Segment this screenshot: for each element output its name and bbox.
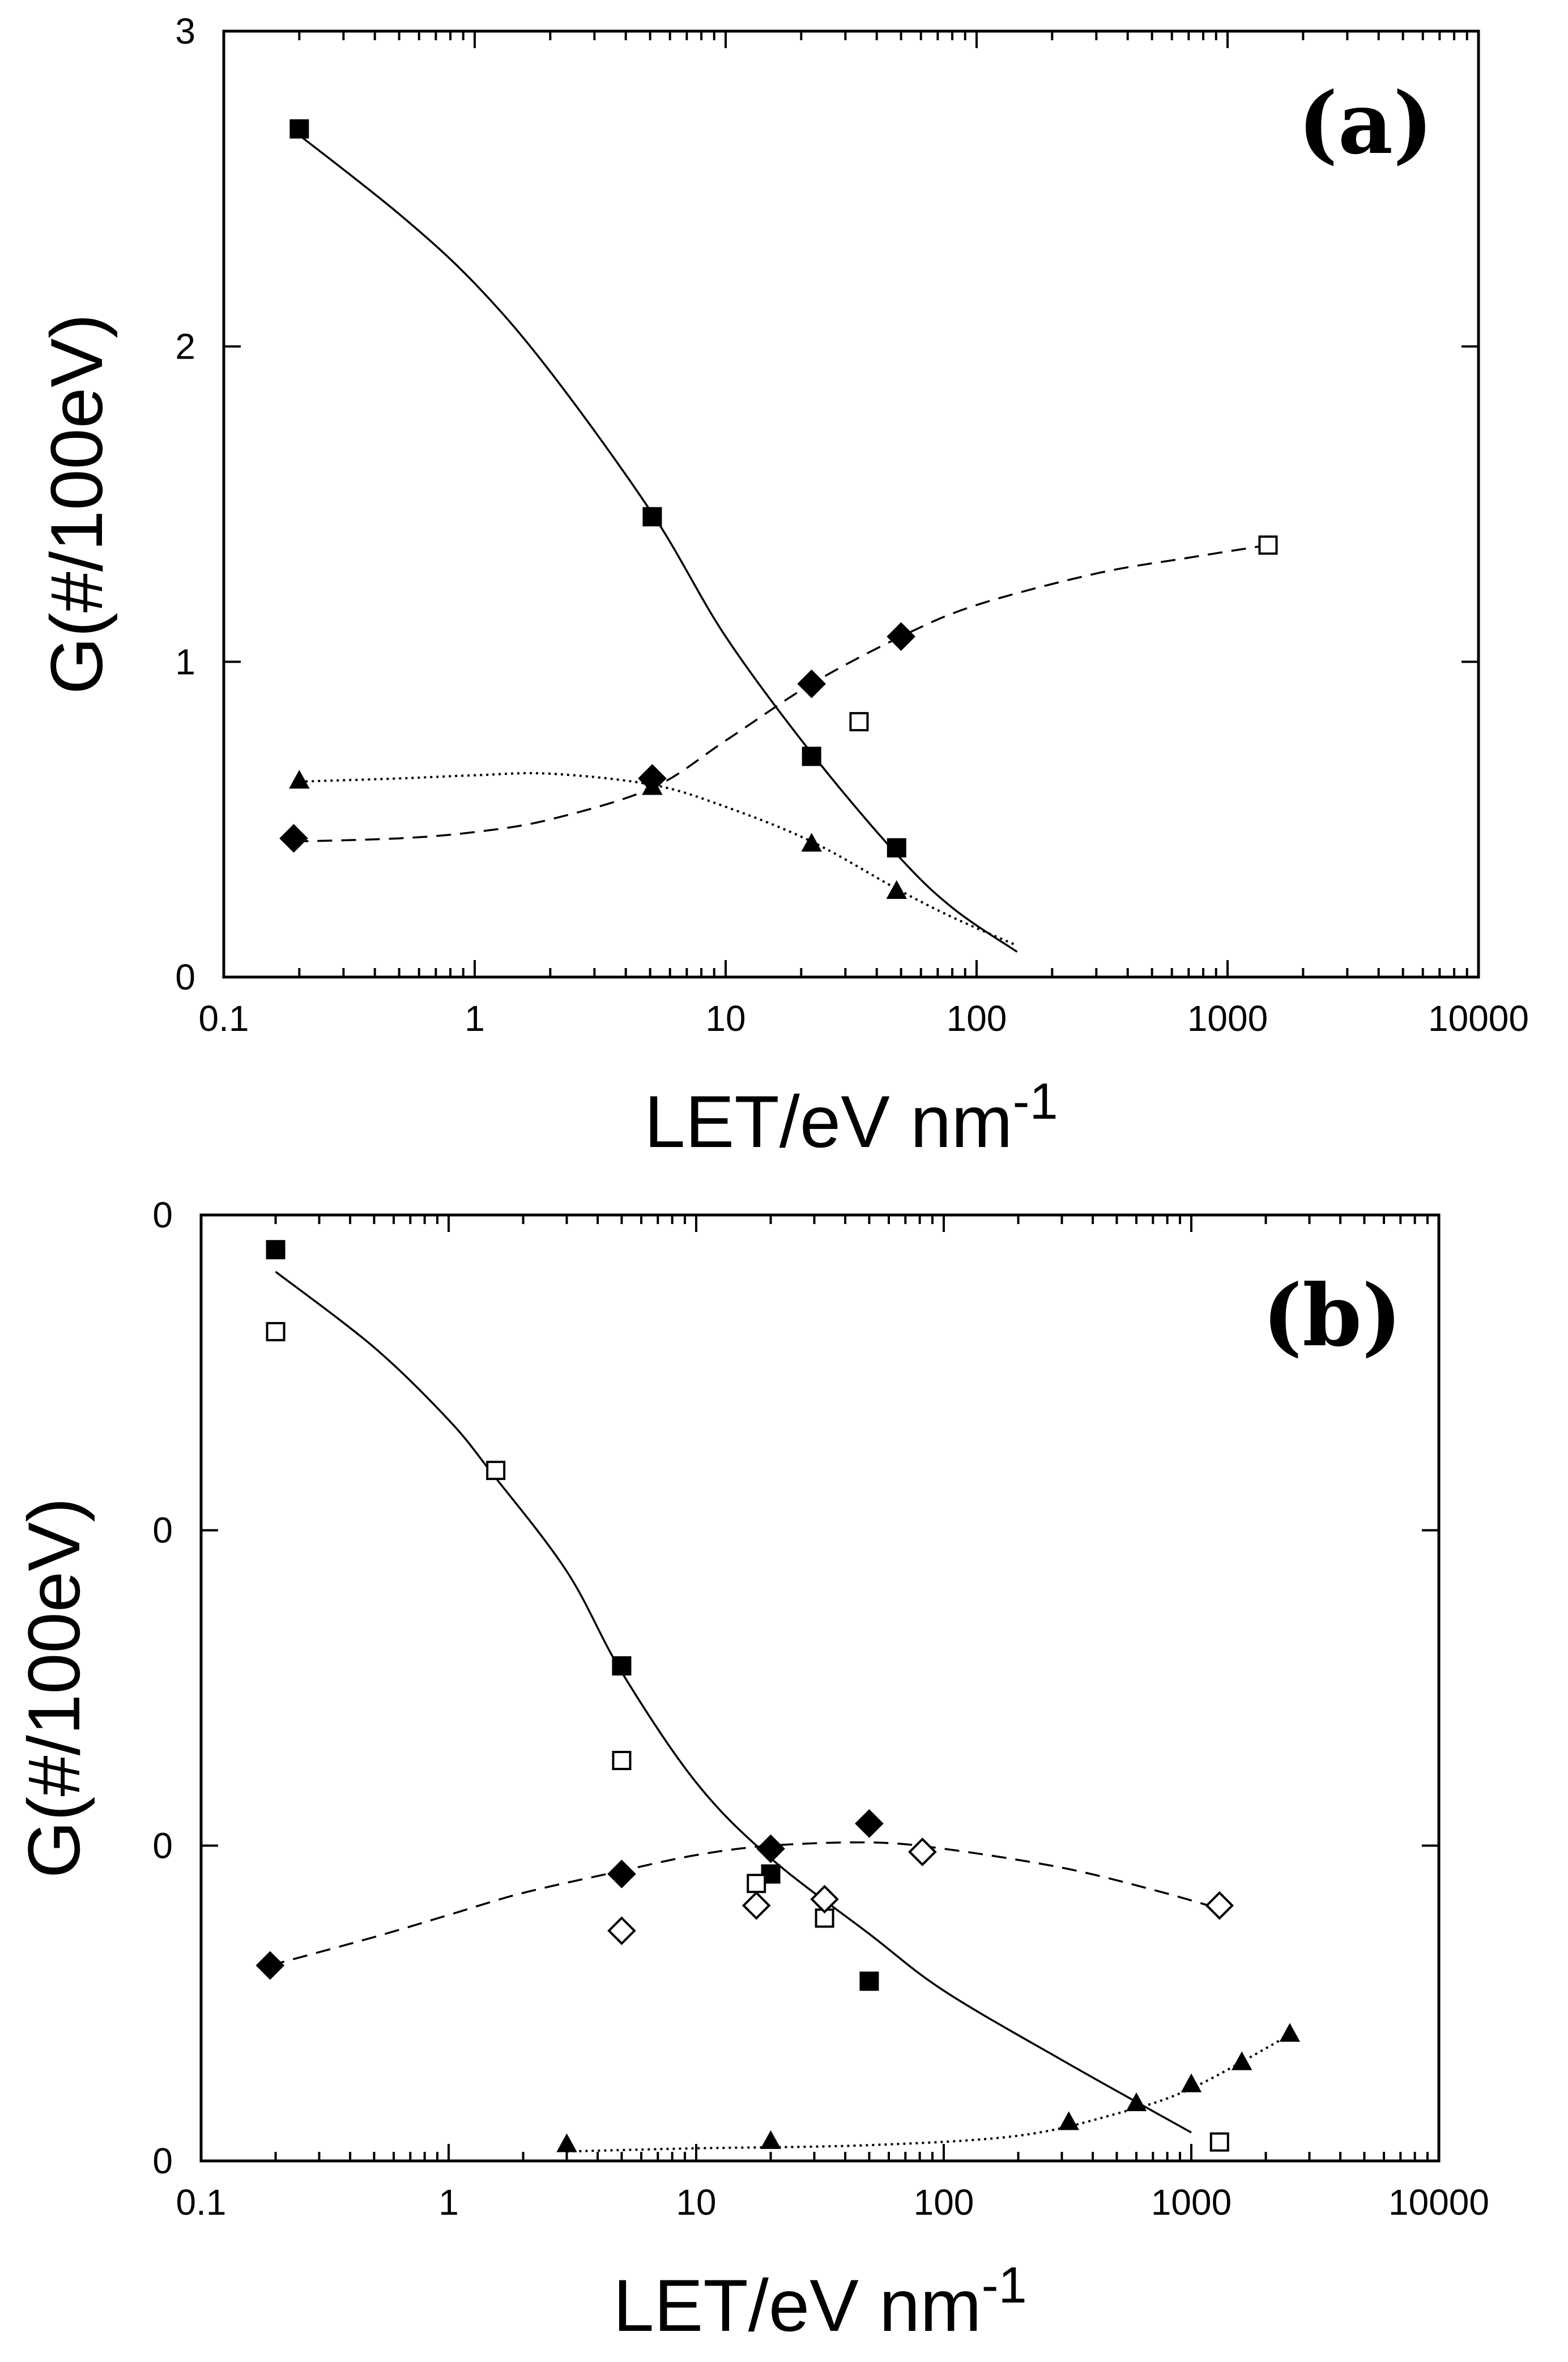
y-tick-labels: 0 1 2 3: [175, 11, 195, 997]
x-tick-label: 10000: [1388, 2182, 1489, 2223]
y-tick-label: 0: [152, 1510, 173, 1551]
data-point-filled-triangle: [886, 880, 907, 899]
data-point-open-square: [747, 1874, 766, 1894]
data-point-open-square: [1209, 2132, 1229, 2152]
data-point-open-diamond: [908, 1837, 937, 1866]
x-tick-label: 1: [438, 2182, 459, 2223]
data-points: [255, 1240, 1301, 2152]
x-tick-label: 10: [676, 2182, 716, 2223]
x-axis-label: LET/eV nm-1: [613, 2257, 1026, 2347]
data-point-filled-diamond: [887, 622, 915, 651]
plot-frame: [222, 29, 1480, 979]
x-axis-label: LET/eV nm-1: [644, 1073, 1058, 1163]
fit-curves: [293, 134, 1268, 953]
data-point-open-square: [1258, 535, 1278, 555]
data-point-filled-triangle: [642, 776, 663, 795]
data-point-filled-triangle: [801, 833, 822, 852]
data-point-open-square: [849, 712, 869, 732]
plot-frame: [199, 1213, 1441, 2163]
data-point-open-square: [486, 1460, 506, 1480]
data-point-filled-square: [642, 507, 662, 527]
x-axis-label-exponent: -1: [982, 2257, 1027, 2314]
y-tick-label: 2: [175, 326, 195, 367]
data-point-open-diamond: [607, 1916, 636, 1945]
data-point-open-diamond: [1205, 1891, 1234, 1920]
data-point-filled-diamond: [255, 1951, 285, 1980]
x-axis-label-exponent: -1: [1013, 1073, 1058, 1130]
data-points: [279, 119, 1278, 899]
fit-curve-solid: [299, 134, 1018, 953]
x-axis-label-text: LET/eV nm: [644, 1080, 1012, 1163]
axis-ticks: [223, 30, 1478, 978]
y-tick-label: 0: [152, 1195, 173, 1235]
fit-curve-dotted: [566, 2033, 1290, 2153]
x-tick-label: 10000: [1428, 998, 1529, 1039]
fit-curves: [270, 1270, 1290, 2153]
y-tick-labels: 0 0 0 0: [152, 1195, 173, 2181]
x-tick-label: 0.1: [199, 998, 249, 1039]
data-point-filled-diamond: [279, 824, 308, 853]
fit-curve-dashed: [293, 544, 1268, 843]
fit-curve-dashed: [270, 1841, 1220, 1967]
y-tick-label: 0: [152, 2141, 173, 2181]
data-point-filled-diamond: [607, 1860, 636, 1888]
x-tick-label: 1000: [1151, 2182, 1232, 2223]
x-tick-label: 0.1: [176, 2182, 227, 2223]
data-point-filled-diamond: [855, 1809, 884, 1838]
data-point-filled-square: [266, 1240, 286, 1260]
y-axis-label: G(#/100eV): [35, 314, 118, 694]
x-tick-label: 1000: [1187, 998, 1268, 1039]
data-point-filled-triangle: [1279, 2023, 1301, 2042]
data-point-filled-triangle: [1058, 2111, 1079, 2130]
data-point-filled-triangle: [1126, 2092, 1147, 2112]
data-point-filled-diamond: [756, 1834, 785, 1864]
x-tick-label: 100: [914, 2182, 974, 2223]
data-point-filled-triangle: [1181, 2073, 1202, 2092]
data-point-open-diamond: [742, 1891, 771, 1920]
y-axis-label: G(#/100eV): [12, 1498, 95, 1878]
data-point-filled-square: [289, 119, 309, 139]
y-tick-label: 1: [175, 641, 195, 682]
data-point-filled-triangle: [760, 2130, 781, 2149]
data-point-open-square: [266, 1321, 286, 1341]
panel-label: (a): [1298, 74, 1433, 173]
chart-panel-b: 0000 0.1 1 10 100 1000 10000 (b) LET/eV nm-1 …: [12, 1195, 1489, 2347]
data-point-filled-square: [802, 747, 821, 766]
panel-label: (b): [1262, 1266, 1402, 1366]
data-point-filled-diamond: [797, 669, 826, 698]
data-point-filled-square: [887, 838, 906, 858]
x-tick-labels: 0.1 1 10 100 1000 10000: [176, 2182, 1489, 2223]
data-point-filled-triangle: [289, 770, 310, 789]
x-axis-label-text: LET/eV nm: [613, 2264, 981, 2347]
x-tick-labels: 0.1 1 10 100 1000 10000: [199, 998, 1529, 1039]
data-point-filled-triangle: [1231, 2051, 1252, 2070]
y-tick-label: 0: [152, 1825, 173, 1866]
y-tick-label: 3: [175, 11, 195, 52]
fit-curve-solid: [275, 1270, 1192, 2134]
x-tick-label: 10: [705, 998, 745, 1039]
x-tick-label: 100: [947, 998, 1007, 1039]
y-tick-label: 0: [175, 957, 195, 997]
data-point-open-diamond: [810, 1885, 839, 1914]
data-point-open-square: [612, 1751, 632, 1771]
axis-ticks: [200, 1214, 1439, 2162]
data-point-filled-square: [612, 1656, 632, 1676]
data-point-filled-square: [859, 1971, 879, 1991]
data-point-filled-triangle: [556, 2133, 577, 2152]
x-tick-label: 1: [465, 998, 485, 1039]
fit-curve-dotted: [299, 772, 1018, 947]
